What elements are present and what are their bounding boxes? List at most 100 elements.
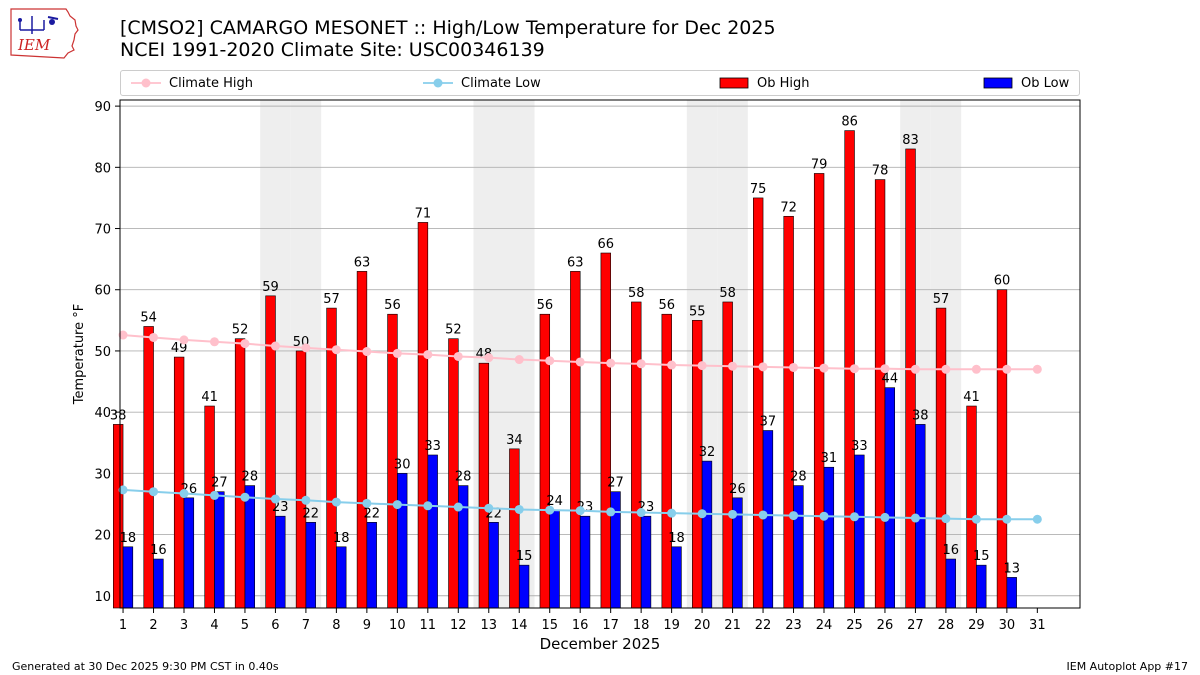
x-tick-label: 27: [907, 618, 924, 633]
x-tick-label: 3: [180, 618, 188, 633]
chart-legend: Climate High Climate Low Ob High Ob Low: [120, 70, 1080, 96]
ob-low-value-label: 18: [668, 531, 685, 546]
climate-low-point: [392, 500, 402, 510]
ob-high-value-label: 83: [902, 133, 919, 148]
legend-item-climate-low: Climate Low: [423, 71, 541, 95]
ob-low-value-label: 15: [973, 549, 990, 564]
iowa-outline-icon: [10, 8, 79, 59]
ob-high-value-label: 59: [262, 280, 279, 295]
climate-high-point: [1032, 364, 1042, 374]
ob-high-value-label: 52: [445, 323, 462, 338]
climate-high-point: [514, 355, 524, 365]
ob-high-value-label: 56: [658, 298, 675, 313]
climate-low-point: [971, 514, 981, 524]
chart-subtitle: NCEI 1991-2020 Climate Site: USC00346139: [120, 39, 545, 61]
ob-high-bar: [813, 173, 825, 609]
ob-high-bar: [722, 301, 733, 609]
climate-low-point: [545, 505, 555, 515]
ob-low-value-label: 28: [242, 470, 259, 485]
ob-high-bar: [478, 362, 490, 609]
ob-low-value-label: 33: [424, 439, 441, 454]
ob-low-value-label: 37: [760, 415, 777, 430]
x-tick-label: 31: [1029, 618, 1046, 633]
x-axis-label: December 2025: [540, 635, 661, 653]
climate-low-point: [880, 512, 890, 522]
x-tick-label: 19: [663, 618, 680, 633]
ob-low-bar: [640, 515, 652, 609]
climate-low-point: [209, 490, 219, 500]
ob-high-bar: [966, 405, 977, 609]
climate-low-point: [149, 487, 159, 497]
climate-high-point: [545, 356, 555, 366]
legend-label-ob-low: Ob Low: [1021, 75, 1070, 91]
climate-high-point: [667, 360, 677, 370]
x-tick-label: 22: [755, 618, 772, 633]
climate-low-point: [697, 509, 707, 519]
climate-high-point: [423, 350, 433, 360]
legend-item-ob-high: Ob High: [719, 71, 810, 95]
climate-low-point: [636, 508, 646, 518]
climate-low-point: [423, 501, 433, 511]
climate-high-point: [697, 361, 707, 371]
climate-low-point: [728, 509, 738, 519]
y-axis-label: Temperature °F: [72, 304, 87, 405]
climate-low-point: [453, 502, 463, 512]
ob-high-value-label: 56: [537, 298, 554, 313]
climate-low-point: [819, 511, 829, 521]
ob-high-value-label: 52: [232, 323, 249, 338]
x-tick-label: 11: [420, 618, 437, 633]
climate-high-point: [971, 364, 981, 374]
ob-high-value-label: 55: [689, 304, 706, 319]
y-tick-label: 30: [94, 467, 111, 482]
ob-high-bar: [996, 289, 1008, 609]
x-tick-label: 5: [241, 618, 249, 633]
y-tick-label: 20: [94, 529, 111, 544]
ob-high-bar: [752, 197, 764, 609]
ob-low-bar: [122, 546, 134, 609]
x-tick-label: 9: [363, 618, 371, 633]
climate-low-point: [1002, 514, 1012, 524]
chart-title: [CMSO2] CAMARGO MESONET :: High/Low Temp…: [120, 17, 776, 39]
ob-high-value-label: 34: [506, 433, 523, 448]
ob-high-bar: [509, 448, 520, 609]
ob-high-value-label: 54: [140, 310, 157, 325]
climate-low-point: [941, 514, 951, 524]
x-tick-label: 26: [877, 618, 894, 633]
climate-high-point: [1002, 364, 1012, 374]
climate-high-point: [941, 364, 951, 374]
ob-high-value-label: 72: [780, 200, 797, 215]
climate-high-point: [880, 364, 890, 374]
y-tick-label: 70: [94, 223, 111, 238]
ob-low-bar: [305, 522, 316, 609]
climate-low-point: [575, 506, 585, 516]
ob-high-value-label: 38: [110, 408, 127, 423]
x-tick-label: 18: [633, 618, 650, 633]
app-footer: IEM Autoplot App #17: [1066, 660, 1189, 673]
ob-high-bar: [204, 405, 215, 609]
ob-high-value-label: 57: [933, 292, 950, 307]
y-tick-label: 90: [94, 100, 111, 115]
legend-label-climate-low: Climate Low: [461, 75, 541, 91]
ob-high-bar: [112, 424, 124, 609]
legend-item-climate-high: Climate High: [131, 71, 253, 95]
ob-high-value-label: 60: [994, 274, 1011, 289]
climate-low-point: [240, 492, 250, 502]
climate-low-point: [270, 494, 280, 504]
ob-low-bar: [854, 454, 865, 609]
climate-high-point: [301, 343, 311, 353]
ob-low-bar: [488, 522, 499, 609]
ob-high-value-label: 75: [750, 182, 767, 197]
y-tick-label: 40: [94, 406, 111, 421]
climate-low-point: [758, 510, 768, 520]
climate-low-line-icon: [423, 78, 453, 88]
climate-high-point: [179, 335, 189, 345]
ob-high-bar: [570, 271, 581, 609]
x-tick-label: 28: [938, 618, 955, 633]
x-tick-label: 2: [149, 618, 157, 633]
ob-low-value-label: 18: [333, 531, 350, 546]
ob-low-bar: [793, 485, 804, 609]
logo-text: IEM: [17, 36, 51, 54]
y-tick-label: 50: [94, 345, 111, 360]
ob-low-bar: [1006, 577, 1017, 609]
ob-high-value-label: 71: [415, 206, 432, 221]
